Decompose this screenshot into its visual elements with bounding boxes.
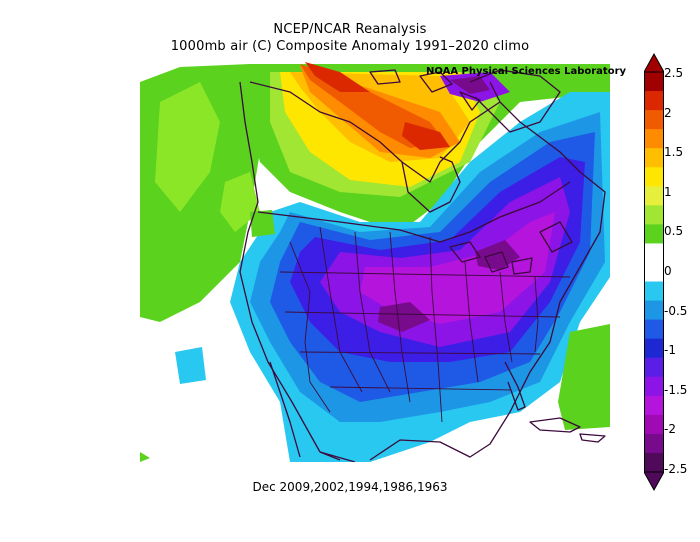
colorbar-swatch xyxy=(644,243,664,263)
colorbar-swatch xyxy=(644,224,664,244)
colorbar-tick-label: -2.5 xyxy=(664,462,688,476)
colorbar-swatch xyxy=(644,129,664,149)
colorbar-swatch xyxy=(644,433,664,454)
colorbar-tick-label: -1 xyxy=(664,343,676,358)
colorbar-top-arrow xyxy=(644,52,664,73)
colorbar-swatch xyxy=(644,262,664,283)
colorbar-swatch xyxy=(644,205,664,225)
colorbar xyxy=(644,52,664,492)
colorbar-swatch xyxy=(644,357,664,378)
colorbar-tick-label: -0.5 xyxy=(664,303,688,318)
colorbar-swatch xyxy=(644,281,664,302)
colorbar-border xyxy=(644,71,664,473)
colorbar-swatch xyxy=(644,300,664,321)
negative-anomaly-magenta xyxy=(360,212,555,324)
colorbar-swatch xyxy=(644,91,664,111)
credit-label: NOAA Physical Sciences Laboratory xyxy=(426,66,627,77)
colorbar-tick-label: -1.5 xyxy=(664,382,688,397)
colorbar-swatch xyxy=(644,414,664,435)
boundaries xyxy=(239,69,606,462)
colorbar-tick-label: 2 xyxy=(664,105,672,120)
pacific-positive-anomaly-light xyxy=(155,82,220,212)
negative-anomaly-deep xyxy=(378,302,430,332)
colorbar-swatch xyxy=(644,148,664,168)
pacific-negative-spot xyxy=(175,347,206,384)
atlantic-positive xyxy=(558,324,610,430)
colorbar-swatch xyxy=(644,72,664,92)
colorbar-swatch xyxy=(644,452,664,473)
colorbar-tick-label: 1.5 xyxy=(664,145,684,160)
colorbar-tick-label: 0.5 xyxy=(664,224,684,239)
colorbar-swatch xyxy=(644,395,664,416)
colorbar-swatch xyxy=(644,186,664,206)
colorbar-swatch xyxy=(644,319,664,340)
colorbar-tick-label: -2 xyxy=(664,422,676,437)
colorbar-tick-label: 1 xyxy=(664,184,672,199)
colorbar-swatch xyxy=(644,338,664,359)
canada-red xyxy=(305,62,370,92)
subtitle: Dec 2009,2002,1994,1986,1963 xyxy=(252,480,448,494)
nw-us-positive xyxy=(250,210,275,237)
colorbar-swatch xyxy=(644,110,664,130)
colorbar-swatch xyxy=(644,167,664,187)
title-line-1: NCEP/NCAR Reanalysis xyxy=(273,22,427,37)
colorbar-swatch xyxy=(644,376,664,397)
colorbar-tick-label: 2.5 xyxy=(664,66,684,80)
anomaly-map xyxy=(140,62,610,462)
colorbar-tick-label: 0 xyxy=(664,264,672,278)
title-line-2: 1000mb air (C) Composite Anomaly 1991–20… xyxy=(170,39,530,54)
